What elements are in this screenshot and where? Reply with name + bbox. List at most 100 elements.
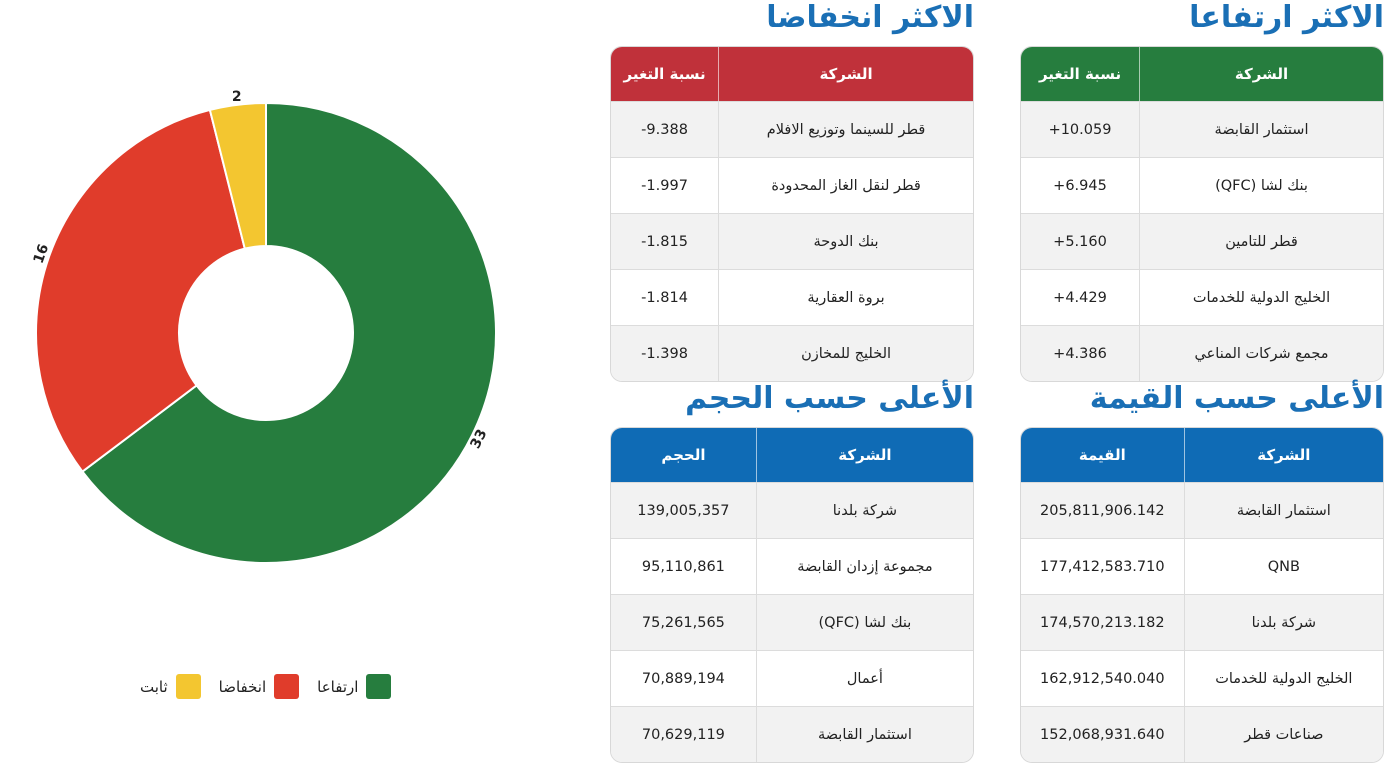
donut-slice-2[interactable] (208, 101, 267, 250)
legend-swatch-fall (274, 674, 300, 699)
header-change: نسبة التغير (1038, 65, 1122, 83)
value-cell: 162,912,540.040 (1040, 670, 1165, 687)
value-cell: +5.160 (1053, 233, 1107, 250)
company-name-cell: بروة العقارية (718, 270, 973, 325)
top-gainers-panel: الاكثر ارتفاعا الشركة نسبة التغير استثما… (1020, 0, 1384, 382)
top-gainers-table: الشركة نسبة التغير استثمار القابضة +10.05… (1020, 46, 1384, 382)
table-row[interactable]: بنك لشا (QFC) +6.945 (1021, 157, 1383, 213)
table-row[interactable]: استثمار القابضة +10.059 (1021, 101, 1383, 157)
top-losers-panel: الاكثر انخفاضا الشركة نسبة التغير قطر لل… (610, 0, 974, 382)
top-value-title: الأعلى حسب القيمة (1089, 381, 1384, 416)
table-row[interactable]: أعمال 70,889,194 (611, 650, 973, 706)
table-row[interactable]: استثمار القابضة 205,811,906.142 (1021, 482, 1383, 538)
table-row[interactable]: الخليج للمخازن -1.398 (611, 325, 973, 381)
value-cell: 70,629,119 (641, 726, 725, 743)
top-losers-header: الشركة نسبة التغير (611, 47, 973, 101)
table-row[interactable]: شركة بلدنا 139,005,357 (611, 482, 973, 538)
slice-value-label: 2 (232, 89, 242, 105)
value-cell: -1.814 (641, 289, 688, 306)
header-value: القيمة (1078, 446, 1126, 464)
top-value-panel: الأعلى حسب القيمة الشركة القيمة استثمار … (1020, 381, 1384, 763)
top-value-table: الشركة القيمة استثمار القابضة 205,811,906… (1020, 427, 1384, 763)
header-volume: الحجم (661, 446, 706, 464)
table-row[interactable]: قطر للسينما وتوزيع الافلام -9.388 (611, 101, 973, 157)
company-name-cell: صناعات قطر (1183, 707, 1383, 762)
value-cell: 152,068,931.640 (1040, 726, 1165, 743)
legend-swatch-rise (366, 674, 392, 699)
company-name-cell: الخليج للمخازن (718, 326, 973, 381)
table-row[interactable]: استثمار القابضة 70,629,119 (611, 706, 973, 762)
table-row[interactable]: قطر للتامين +5.160 (1021, 213, 1383, 269)
table-row[interactable]: شركة بلدنا 174,570,213.182 (1021, 594, 1383, 650)
company-name-cell: قطر لنقل الغاز المحدودة (718, 158, 973, 213)
value-cell: +4.429 (1053, 289, 1107, 306)
slice-value-label: 33 (468, 427, 491, 452)
top-value-header: الشركة القيمة (1021, 428, 1383, 482)
company-name-cell: مجمع شركات المناعي (1139, 326, 1383, 381)
table-row[interactable]: صناعات قطر 152,068,931.640 (1021, 706, 1383, 762)
value-cell: +6.945 (1053, 177, 1107, 194)
company-name-cell: استثمار القابضة (755, 707, 973, 762)
value-cell: 174,570,213.182 (1040, 614, 1165, 631)
top-gainers-title: الاكثر ارتفاعا (1189, 0, 1384, 35)
table-row[interactable]: بنك لشا (QFC) 75,261,565 (611, 594, 973, 650)
value-cell: +10.059 (1048, 121, 1112, 138)
top-losers-title: الاكثر انخفاضا (766, 0, 974, 35)
chart-legend: ارتفاعا انخفاضا ثابت (140, 674, 392, 699)
donut-slice-1[interactable] (35, 108, 246, 474)
company-name-cell: استثمار القابضة (1139, 102, 1383, 157)
header-company: الشركة (755, 428, 973, 482)
company-name-cell: QNB (1183, 539, 1383, 594)
donut-chart: 33 16 2 (31, 89, 497, 564)
table-row[interactable]: الخليج الدولية للخدمات 162,912,540.040 (1021, 650, 1383, 706)
value-cell: 205,811,906.142 (1040, 502, 1165, 519)
value-cell: 75,261,565 (641, 614, 725, 631)
company-name-cell: استثمار القابضة (1183, 483, 1383, 538)
value-cell: 139,005,357 (637, 502, 730, 519)
table-row[interactable]: مجمع شركات المناعي +4.386 (1021, 325, 1383, 381)
company-name-cell: الخليج الدولية للخدمات (1183, 651, 1383, 706)
legend-label-fall: انخفاضا (218, 677, 267, 696)
company-name-cell: مجموعة إزدان القابضة (755, 539, 973, 594)
company-name-cell: أعمال (755, 651, 973, 706)
company-name-cell: بنك لشا (QFC) (1139, 158, 1383, 213)
table-row[interactable]: الخليج الدولية للخدمات +4.429 (1021, 269, 1383, 325)
top-volume-header: الشركة الحجم (611, 428, 973, 482)
legend-label-stable: ثابت (140, 677, 168, 696)
header-company: الشركة (718, 47, 973, 101)
top-losers-table: الشركة نسبة التغير قطر للسينما وتوزيع ال… (610, 46, 974, 382)
value-cell: -1.997 (641, 177, 688, 194)
company-name-cell: بنك لشا (QFC) (755, 595, 973, 650)
value-cell: 70,889,194 (641, 670, 725, 687)
value-cell: -1.815 (641, 233, 688, 250)
value-cell: 177,412,583.710 (1040, 558, 1165, 575)
table-row[interactable]: بنك الدوحة -1.815 (611, 213, 973, 269)
company-name-cell: الخليج الدولية للخدمات (1139, 270, 1383, 325)
legend-item-fall[interactable]: انخفاضا (219, 674, 300, 699)
slice-value-label: 16 (31, 242, 53, 266)
value-cell: -9.388 (641, 121, 688, 138)
legend-label-rise: ارتفاعا (317, 677, 359, 696)
value-cell: +4.386 (1053, 345, 1107, 362)
company-name-cell: شركة بلدنا (755, 483, 973, 538)
top-volume-panel: الأعلى حسب الحجم الشركة الحجم شركة بلدنا… (610, 381, 974, 763)
header-company: الشركة (1139, 47, 1383, 101)
value-cell: -1.398 (641, 345, 688, 362)
company-name-cell: قطر للتامين (1139, 214, 1383, 269)
legend-swatch-stable (175, 674, 201, 699)
table-row[interactable]: بروة العقارية -1.814 (611, 269, 973, 325)
top-volume-title: الأعلى حسب الحجم (685, 381, 974, 416)
company-name-cell: بنك الدوحة (718, 214, 973, 269)
table-row[interactable]: مجموعة إزدان القابضة 95,110,861 (611, 538, 973, 594)
table-row[interactable]: قطر لنقل الغاز المحدودة -1.997 (611, 157, 973, 213)
company-name-cell: شركة بلدنا (1183, 595, 1383, 650)
top-volume-table: الشركة الحجم شركة بلدنا 139,005,357 مجموعة… (610, 427, 974, 763)
legend-item-stable[interactable]: ثابت (140, 674, 201, 699)
table-row[interactable]: QNB 177,412,583.710 (1021, 538, 1383, 594)
header-change: نسبة التغير (623, 65, 706, 83)
value-cell: 95,110,861 (641, 558, 725, 575)
header-company: الشركة (1183, 428, 1383, 482)
donut-slice-0[interactable] (81, 101, 497, 564)
legend-item-rise[interactable]: ارتفاعا (317, 674, 392, 699)
company-name-cell: قطر للسينما وتوزيع الافلام (718, 102, 973, 157)
